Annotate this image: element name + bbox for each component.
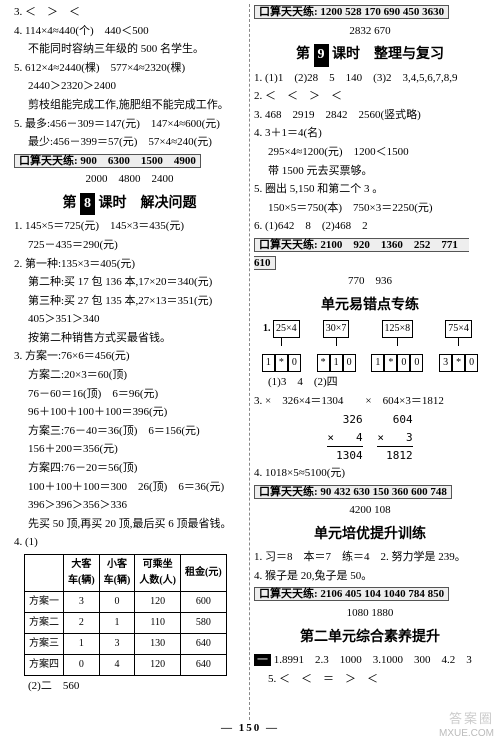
p3b: 方案二:20×3＝60(顶)	[14, 367, 245, 385]
r3: 3. 468 2919 2842 2560(竖式略)	[254, 107, 486, 125]
lesson-9-title: 第 9 课时 整理与复习	[254, 44, 486, 66]
u1: 一 1.8991 2.3 1000 3.1000 300 4.2 3	[254, 652, 486, 670]
kstt-3b: 4200 108	[254, 502, 486, 520]
p3c: 76－60＝16(顶) 6＝96(元)	[14, 386, 245, 404]
kstt-3: 口算天天练: 90 432 630 150 360 600 748	[254, 484, 486, 502]
err-item: 125×8 1*00	[371, 320, 423, 372]
p3h: 100＋100＋100＝300 26(顶) 6＝36(元)	[14, 479, 245, 497]
kstt-top: 口算天天练: 1200 528 170 690 450 3630	[254, 4, 486, 22]
p1a: 1. 145×5＝725(元) 145×3＝435(元)	[14, 218, 245, 236]
kstt-1: 口算天天练: 900 6300 1500 4900	[14, 153, 245, 171]
table-row: 方案三 1 3 130 640	[25, 634, 227, 655]
left-column: 3. ＜ ＞ ＜ 4. 114×4≈440(个) 440＜500 不能同时容纳三…	[10, 4, 250, 720]
unit-peiyou-title: 单元培优提升训练	[254, 524, 486, 546]
item-4b: 不能同时容纳三年级的 500 名学生。	[14, 41, 245, 59]
r5a: 5. 圈出 5,150 和第二个 3 。	[254, 181, 486, 199]
p4: 4. (1)	[14, 534, 245, 552]
r1: 1. (1)1 (2)28 5 140 (3)2 3,4,5,6,7,8,9	[254, 70, 486, 88]
th-rent: 租金(元)	[181, 555, 227, 592]
kstt-1b: 2000 4800 2400	[14, 171, 245, 189]
lesson-number-icon: 8	[80, 193, 95, 215]
p2c: 第三种:买 27 包 135 本,27×13＝351(元)	[14, 293, 245, 311]
item-5a: 5. 612×4≈2440(棵) 577×4≈2320(棵)	[14, 60, 245, 78]
p2a: 2. 第一种:135×3＝405(元)	[14, 256, 245, 274]
err-item: 30×7 *10	[317, 320, 356, 372]
th-cap: 可乘坐人数(人)	[135, 555, 181, 592]
right-column: 口算天天练: 1200 528 170 690 450 3630 2832 67…	[250, 4, 490, 720]
p4b: (2)二 560	[14, 678, 245, 696]
p3d: 96＋100＋100＋100＝396(元)	[14, 404, 245, 422]
p2b: 第二种:买 17 包 136 本,17×20＝340(元)	[14, 274, 245, 292]
r5b: 150×5＝750(本) 750×3＝2250(元)	[254, 200, 486, 218]
table-row: 方案四 0 4 120 640	[25, 655, 227, 676]
kstt-2: 口算天天练: 2100 920 1360 252 771 610	[254, 237, 486, 272]
p2e: 按第二种销售方式买最省钱。	[14, 330, 245, 348]
u5: 5. ＜ ＜ ＝ ＞ ＜	[254, 671, 486, 689]
r4b: 295×4≈1200(元) 1200＜1500	[254, 144, 486, 162]
p2d: 405＞351＞340	[14, 311, 245, 329]
r4a: 4. 3＋1＝4(名)	[254, 125, 486, 143]
py4: 4. 猴子是 20,兔子是 50。	[254, 568, 486, 586]
error-diagram: 1. 25×4 1*0 30×7 *10 125×8 1*00 75×4 3*0	[254, 320, 486, 372]
unit-error-title: 单元易错点专练	[254, 295, 486, 317]
th-blank	[25, 555, 64, 592]
unit2-title: 第二单元综合素养提升	[254, 627, 486, 649]
item-4a: 4. 114×4≈440(个) 440＜500	[14, 23, 245, 41]
item-5c: 剪枝组能完成工作,施肥组不能完成工作。	[14, 97, 245, 115]
p3e: 方案三:76－40＝36(顶) 6＝156(元)	[14, 423, 245, 441]
kstt-4b: 1080 1880	[254, 605, 486, 623]
lesson-number-icon: 9	[314, 44, 329, 66]
item-6b: 最少:456－399＝57(元) 57×4≈240(元)	[14, 134, 245, 152]
err1b: (1)3 4 (2)四	[254, 374, 486, 392]
vcalc-1: 326 × 4 1304	[327, 411, 362, 465]
r2: 2. ＜ ＜ ＞ ＜	[254, 88, 486, 106]
r4c: 带 1500 元去买票够。	[254, 163, 486, 181]
table-row: 方案二 2 1 110 580	[25, 613, 227, 634]
kstt-2b: 770 936	[254, 273, 486, 291]
watermark-url: MXUE.COM	[439, 726, 494, 742]
item-6a: 5. 最多:456－309＝147(元) 147×4≈600(元)	[14, 116, 245, 134]
p3j: 先买 50 顶,再买 20 顶,最后买 6 顶最省钱。	[14, 516, 245, 534]
py1: 1. 习＝8 本＝7 练＝4 2. 努力学是 239。	[254, 549, 486, 567]
vcalc-2: 604 × 3 1812	[377, 411, 412, 465]
th-small: 小客车(辆)	[99, 555, 135, 592]
th-big: 大客车(辆)	[64, 555, 100, 592]
p1b: 725－435＝290(元)	[14, 237, 245, 255]
page-number: — 150 —	[0, 720, 500, 738]
p3f: 156＋200＝356(元)	[14, 441, 245, 459]
p3i: 396＞396＞356＞336	[14, 497, 245, 515]
kstt-4: 口算天天练: 2106 405 104 1040 784 850	[254, 586, 486, 604]
table-head-row: 大客车(辆) 小客车(辆) 可乘坐人数(人) 租金(元)	[25, 555, 227, 592]
item-5b: 2440＞2320＞2400	[14, 78, 245, 96]
vertical-calc-row: 326 × 4 1304 604 × 3 1812	[254, 411, 486, 465]
table-row: 方案一 3 0 120 600	[25, 592, 227, 613]
lesson-8-title: 第 8 课时 解决问题	[14, 193, 245, 215]
err4: 4. 1018×5≈5100(元)	[254, 465, 486, 483]
err-item: 1. 25×4 1*0	[262, 320, 301, 372]
plan-table: 大客车(辆) 小客车(辆) 可乘坐人数(人) 租金(元) 方案一 3 0 120…	[24, 554, 227, 676]
p3a: 3. 方案一:76×6＝456(元)	[14, 348, 245, 366]
kstt-top2: 2832 670	[254, 23, 486, 41]
p3g: 方案四:76－20＝56(顶)	[14, 460, 245, 478]
item-3: 3. ＜ ＞ ＜	[14, 4, 245, 22]
err-item: 75×4 3*0	[439, 320, 478, 372]
r6: 6. (1)642 8 (2)468 2	[254, 218, 486, 236]
err3h: 3. × 326×4＝1304 × 604×3＝1812	[254, 393, 486, 411]
